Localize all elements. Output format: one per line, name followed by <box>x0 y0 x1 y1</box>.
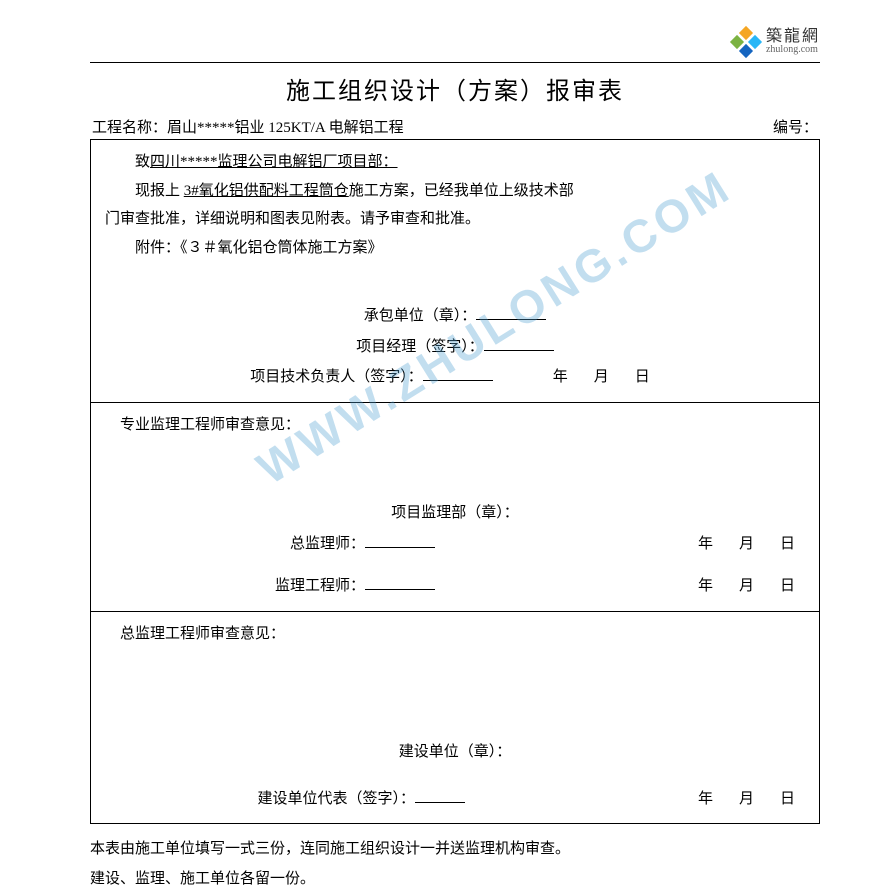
body-line-2: 门审查批准，详细说明和图表见附表。请予审查和批准。 <box>105 205 805 234</box>
footer-note: 本表由施工单位填写一式三份，连同施工组织设计一并送监理机构审查。 建设、监理、施… <box>90 834 820 894</box>
addressee-line: 致四川*****监理公司电解铝厂项目部： <box>105 148 805 177</box>
meta-row: 工程名称：眉山*****铝业 125KT/A 电解铝工程 编号： <box>90 116 820 137</box>
form-title: 施工组织设计（方案）报审表 <box>90 71 820 106</box>
body-line-1: 现报上 3#氧化铝供配料工程筒仓施工方案，已经我单位上级技术部 <box>105 177 805 206</box>
blank-field <box>476 304 546 320</box>
section2-signatures: 项目监理部（章）： 总监理师： 年 月 日 监理工程师： 年 <box>105 499 805 601</box>
blank-field <box>423 365 493 381</box>
attachment-line: 附件：《３＃氧化铝仓筒体施工方案》 <box>105 234 805 263</box>
form-number: 编号： <box>773 116 818 137</box>
blank-field <box>415 787 465 803</box>
section3-signatures: 建设单位（章）： 建设单位代表（签字）： 年 月 日 <box>105 738 805 813</box>
document-page: 築龍網 zhulong.com WWW.ZHULONG.COM 施工组织设计（方… <box>0 0 880 880</box>
top-rule <box>90 62 820 63</box>
blank-field <box>365 532 435 548</box>
footer-line-1: 本表由施工单位填写一式三份，连同施工组织设计一并送监理机构审查。 <box>90 834 820 864</box>
approval-form-table: 致四川*****监理公司电解铝厂项目部： 现报上 3#氧化铝供配料工程筒仓施工方… <box>90 139 820 824</box>
section2-heading: 专业监理工程师审查意见： <box>105 411 805 440</box>
logo-text: 築龍網 zhulong.com <box>766 29 820 55</box>
section-1-cell: 致四川*****监理公司电解铝厂项目部： 现报上 3#氧化铝供配料工程筒仓施工方… <box>91 140 820 403</box>
section1-signatures: 承包单位（章）： 项目经理（签字）： 项目技术负责人（签字）： 年 月 日 <box>105 302 805 392</box>
logo-cn: 築龍網 <box>766 29 820 45</box>
section-2-cell: 专业监理工程师审查意见： 项目监理部（章）： 总监理师： 年 月 日 监理工程师… <box>91 402 820 611</box>
blank-field <box>365 574 435 590</box>
section-3-cell: 总监理工程师审查意见： 建设单位（章）： 建设单位代表（签字）： 年 月 日 <box>91 611 820 824</box>
project-name: 工程名称：眉山*****铝业 125KT/A 电解铝工程 <box>92 116 404 137</box>
blank-field <box>484 335 554 351</box>
section3-heading: 总监理工程师审查意见： <box>105 620 805 649</box>
logo-en: zhulong.com <box>766 45 820 55</box>
site-logo: 築龍網 zhulong.com <box>732 28 820 56</box>
logo-diamond-icon <box>732 28 760 56</box>
footer-line-2: 建设、监理、施工单位各留一份。 <box>90 864 820 894</box>
